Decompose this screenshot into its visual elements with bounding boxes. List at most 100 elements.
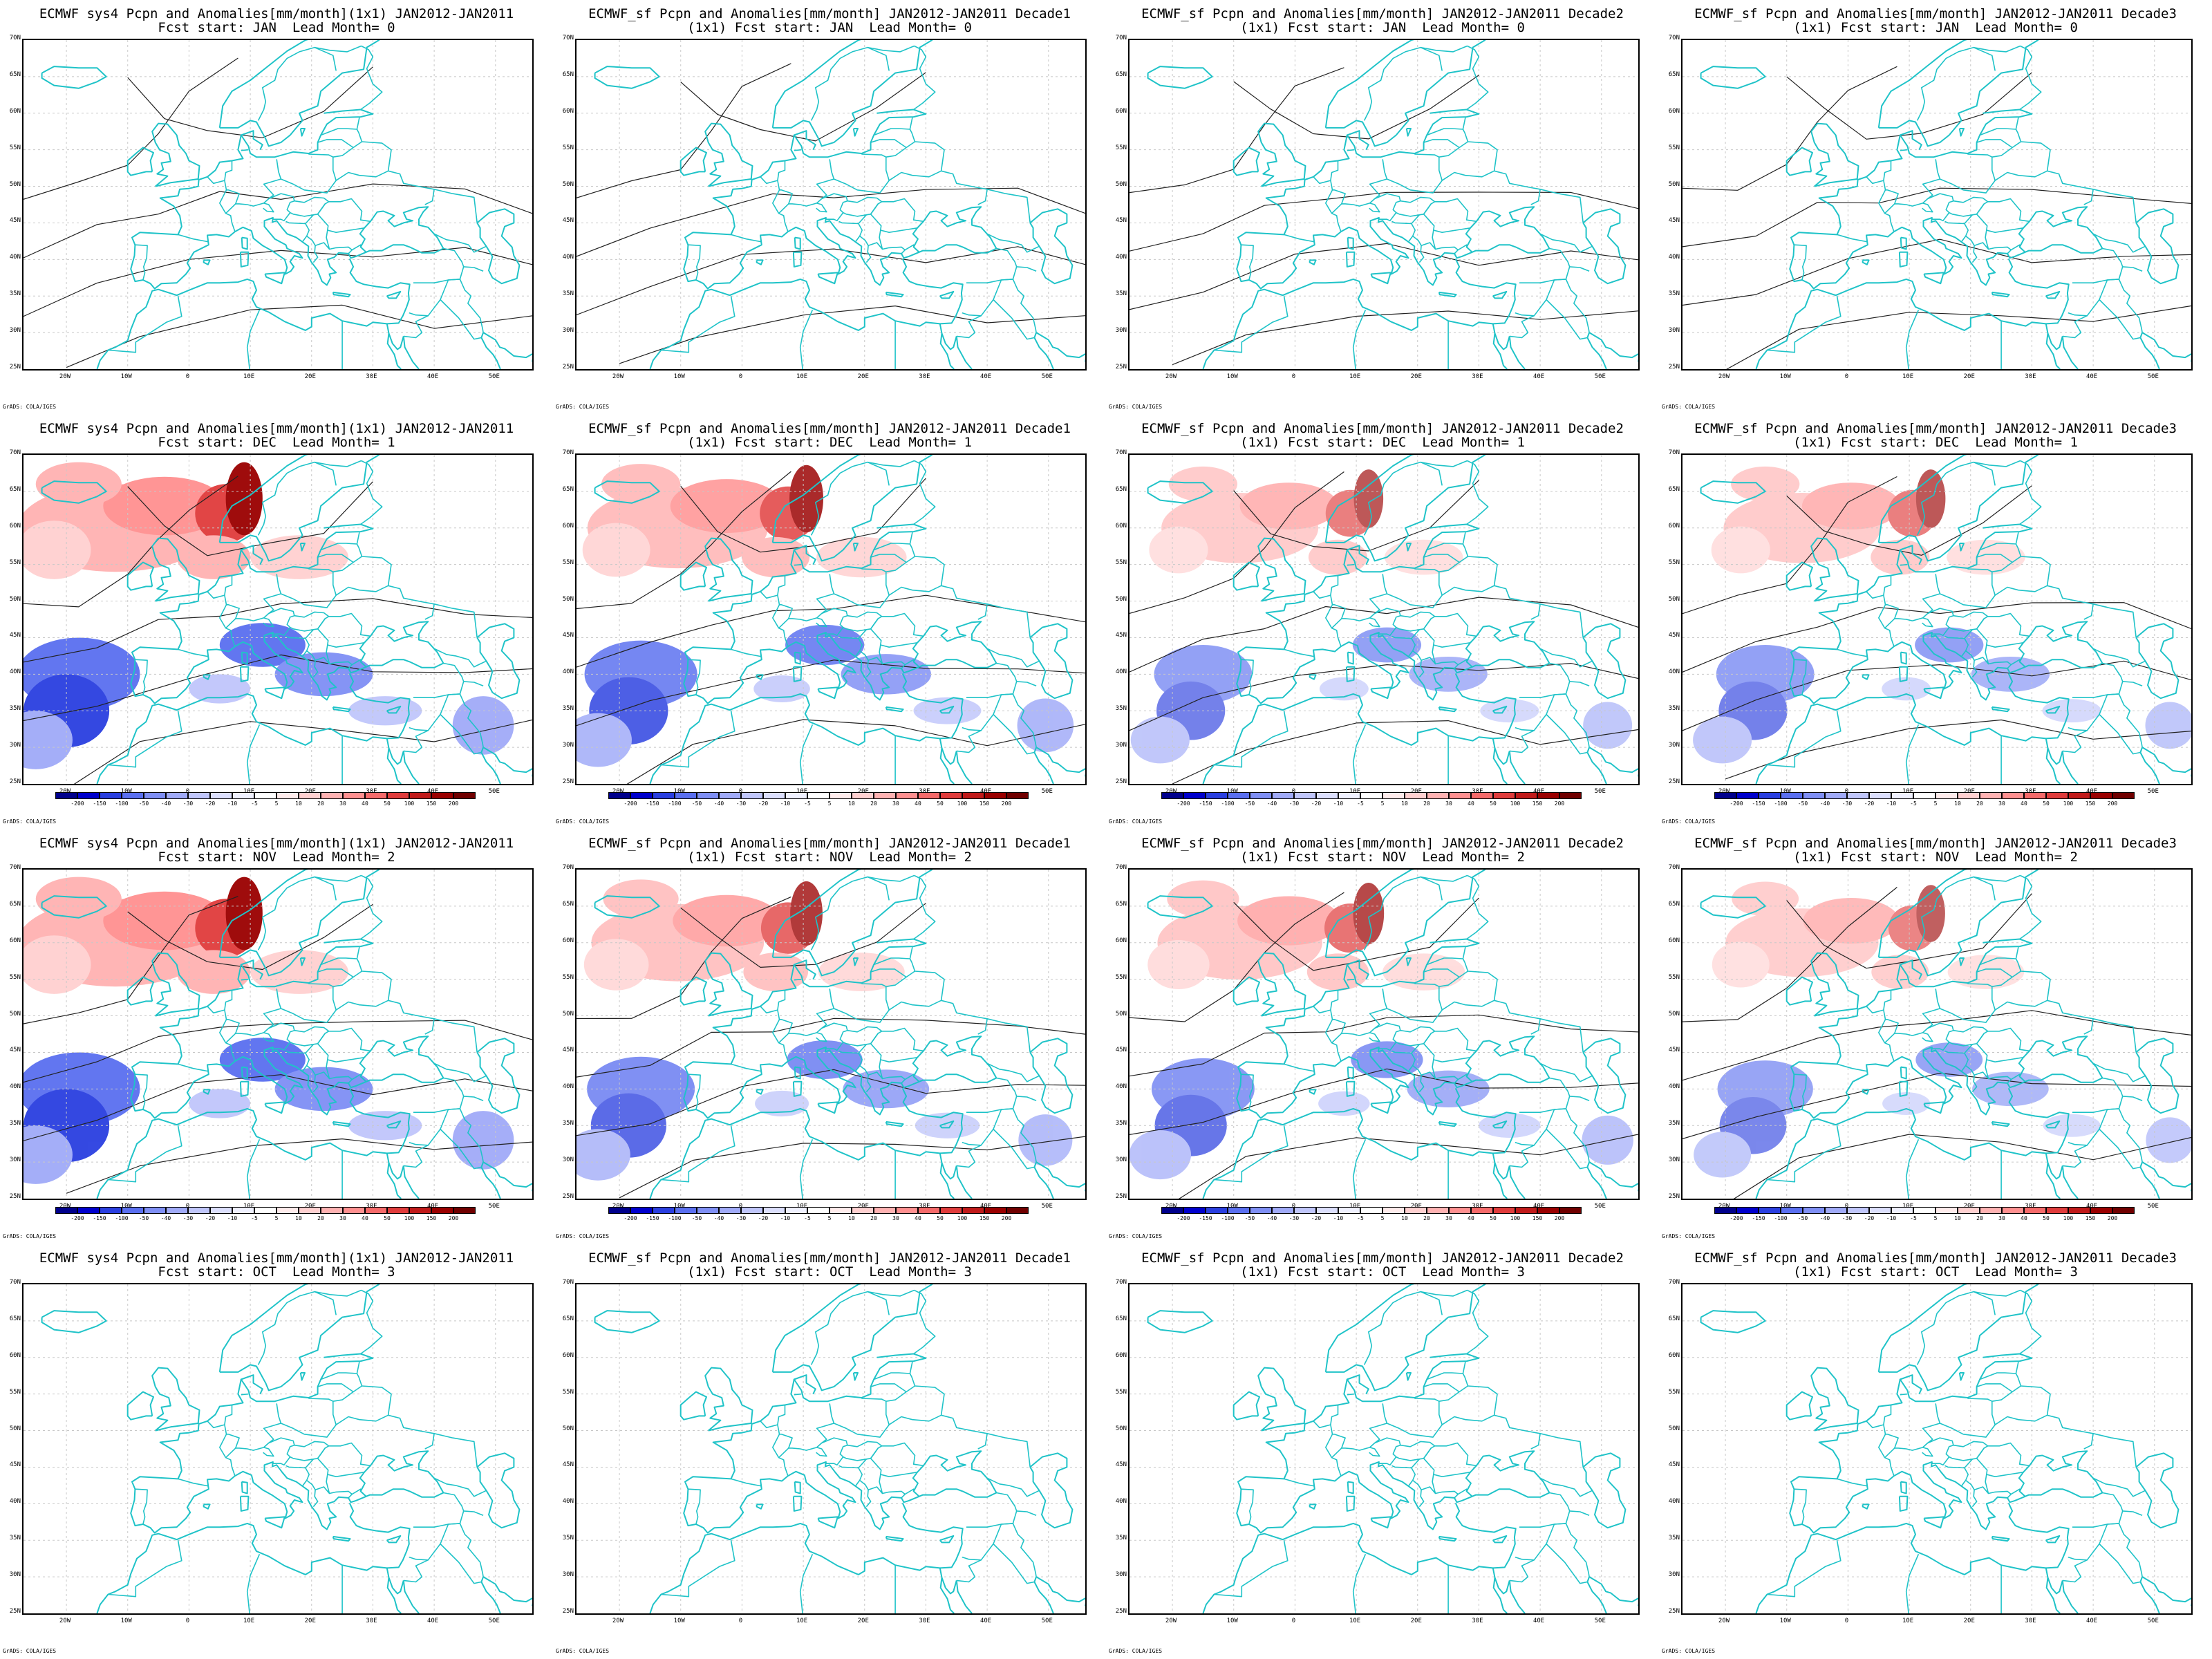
colorbar-label: -30 [735,1215,747,1221]
colorbar-label: 5 [1380,800,1385,807]
lon-tick-label: 20E [1410,373,1422,380]
colorbar-label: 5 [1933,800,1938,807]
colorbar-swatch [387,1207,409,1214]
colorbar-swatch [719,1207,741,1214]
colorbar-label: -200 [1177,800,1190,807]
colorbar-label: 150 [426,1215,437,1221]
colorbar-swatch [188,1207,210,1214]
map-panel: ECMWF sys4 Pcpn and Anomalies[mm/month](… [0,0,553,415]
colorbar-label: -150 [1199,800,1212,807]
colorbar-label: 100 [957,1215,968,1221]
grads-credit: GrADS: COLA/IGES [556,818,610,825]
colorbar-swatch [2090,1207,2112,1214]
anomaly-shading [577,464,1074,767]
colorbar-swatch [1006,1207,1029,1214]
lat-tick-label: 45N [1115,217,1127,225]
colorbar-label: -40 [1819,800,1830,807]
colorbar-swatch [321,792,343,799]
colorbar-swatch [2068,1207,2090,1214]
colorbar-swatch [144,792,166,799]
lon-tick-label: 50E [2147,1618,2159,1624]
colorbar-swatch [453,1207,476,1214]
colorbar-swatch [1272,1207,1294,1214]
colorbar-label: 10 [295,800,302,807]
lat-tick-label: 70N [9,1279,21,1286]
lat-tick-label: 30N [1115,1571,1127,1579]
lat-tick-label: 25N [9,778,21,785]
lon-tick-label: 20W [612,788,624,795]
panel-title: ECMWF sys4 Pcpn and Anomalies[mm/month](… [39,6,514,21]
lat-tick-label: 65N [1668,1315,1680,1322]
panel-subtitle: (1x1) Fcst start: JAN Lead Month= 0 [1240,20,1525,35]
colorbar-swatch [1537,792,1559,799]
map-frame [22,39,534,371]
lat-tick-label: 25N [562,364,574,371]
colorbar-swatch [55,1207,77,1214]
lat-tick-label: 25N [562,1608,574,1615]
lat-tick-label: 50N [562,1010,574,1018]
colorbar-swatch [1405,792,1427,799]
map-frame [575,39,1087,371]
colorbar-label: 20 [317,1215,324,1221]
lat-tick-label: 40N [1668,1498,1680,1506]
lat-tick-label: 45N [1115,1461,1127,1469]
lon-tick-label: 30E [366,788,377,795]
lat-tick-label: 65N [562,900,574,908]
lon-tick-label: 20E [1410,1203,1422,1210]
lat-tick-label: 60N [1668,1351,1680,1359]
lat-tick-label: 45N [1115,1047,1127,1054]
colorbar-label: 50 [2043,1215,2050,1221]
colorbar-label: 100 [404,1215,415,1221]
colorbar-swatch [1360,1207,1382,1214]
lat-tick-label: 70N [1668,1279,1680,1286]
colorbar-swatch [232,1207,254,1214]
lat-tick-label: 45N [1668,1047,1680,1054]
colorbar-label: 100 [957,800,968,807]
panel-title: ECMWF_sf Pcpn and Anomalies[mm/month] JA… [588,6,1071,21]
lat-tick-label: 50N [1668,1425,1680,1432]
colorbar-swatch [1781,792,1803,799]
lon-tick-label: 40E [980,788,992,795]
lat-tick-label: 30N [9,1156,21,1164]
colorbar-label: 10 [295,1215,302,1221]
lat-tick-label: 55N [1115,973,1127,981]
colorbar-label: 150 [2085,800,2096,807]
colorbar-swatch [675,1207,697,1214]
lat-tick-label: 60N [1668,522,1680,529]
lat-tick-label: 30N [1668,1571,1680,1579]
lat-tick-label: 35N [562,290,574,298]
colorbar-label: -30 [1288,1215,1300,1221]
lon-tick-label: 10W [1226,1203,1238,1210]
lat-tick-label: 35N [562,1120,574,1127]
colorbar-label: -150 [1199,1215,1212,1221]
lat-tick-label: 50N [562,180,574,188]
lon-tick-label: 0 [185,1618,190,1624]
colorbar-swatch [1493,792,1515,799]
lon-tick-label: 40E [2086,1203,2098,1210]
lon-tick-label: 10W [1226,373,1238,380]
colorbar-swatch [697,1207,719,1214]
colorbar-swatch [940,792,962,799]
colorbar-label: -200 [624,800,637,807]
colorbar-label: -20 [758,1215,769,1221]
grads-credit: GrADS: COLA/IGES [3,1648,57,1654]
lon-tick-label: 20W [612,373,624,380]
colorbar-swatch [1559,1207,1582,1214]
colorbar-label: -5 [251,1215,258,1221]
map-frame [575,868,1087,1200]
colorbar-label: -5 [804,800,811,807]
lat-tick-label: 55N [9,1388,21,1396]
lat-tick-label: 45N [9,1047,21,1054]
map-frame [1128,1283,1640,1615]
lon-tick-label: 20E [857,1203,869,1210]
colorbar-label: 150 [1532,800,1543,807]
colorbar-label: -10 [780,800,791,807]
lon-tick-label: 50E [1594,788,1606,795]
lat-tick-label: 30N [1668,742,1680,749]
map-panel: ECMWF_sf Pcpn and Anomalies[mm/month] JA… [1659,1244,2212,1659]
colorbar-swatch [1449,1207,1471,1214]
lat-tick-label: 35N [1668,1120,1680,1127]
lat-tick-label: 25N [9,1608,21,1615]
colorbar-swatch [1006,792,1029,799]
